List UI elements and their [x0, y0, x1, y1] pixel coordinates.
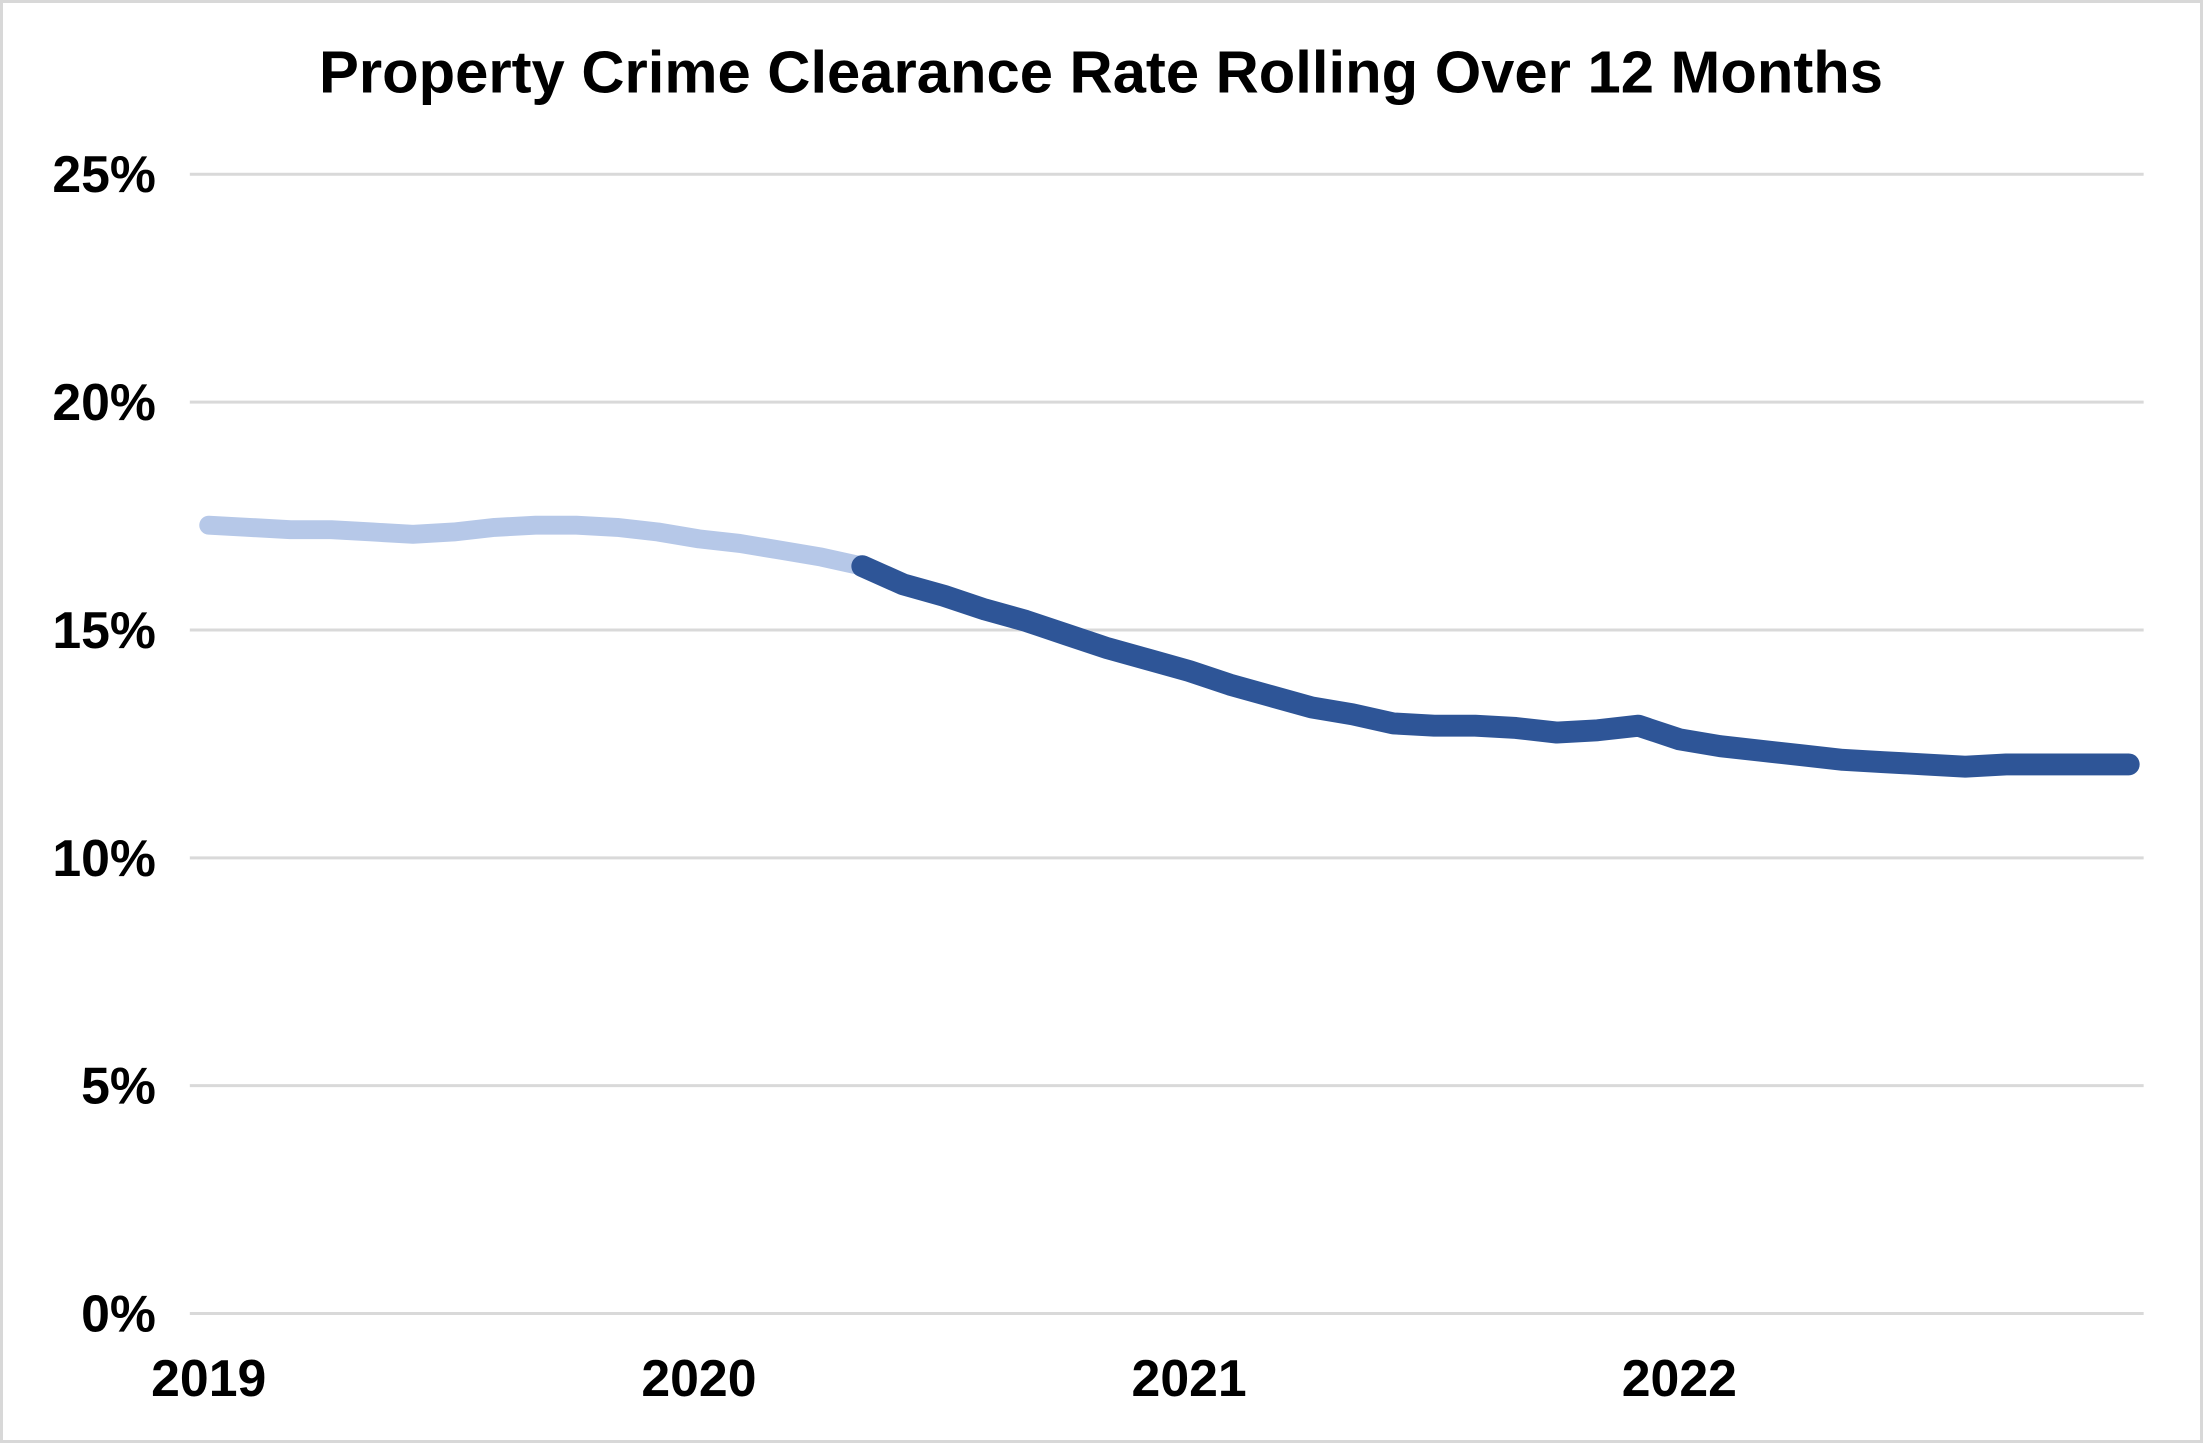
y-tick-label: 10%	[52, 829, 156, 887]
gridlines	[189, 172, 2144, 1316]
y-tick-label: 20%	[52, 373, 156, 431]
y-tick-label: 25%	[52, 145, 156, 203]
chart-title: Property Crime Clearance Rate Rolling Ov…	[319, 39, 1883, 106]
x-tick-label: 2021	[1132, 1349, 1247, 1407]
y-tick-label: 5%	[81, 1057, 156, 1115]
y-tick-label: 0%	[81, 1284, 156, 1342]
x-axis-labels: 2019 2020 2021 2022	[151, 1349, 1737, 1407]
y-tick-label: 15%	[52, 601, 156, 659]
x-tick-label: 2019	[151, 1349, 266, 1407]
x-tick-label: 2020	[641, 1349, 756, 1407]
series-line-clearance-rate-recent	[851, 555, 2140, 778]
series-lines	[199, 515, 2140, 778]
series-line-clearance-rate-early	[199, 515, 872, 576]
x-tick-label: 2022	[1622, 1349, 1737, 1407]
y-axis-labels: 0% 5% 10% 15% 20% 25%	[52, 145, 156, 1342]
line-chart: Property Crime Clearance Rate Rolling Ov…	[52, 39, 2144, 1407]
